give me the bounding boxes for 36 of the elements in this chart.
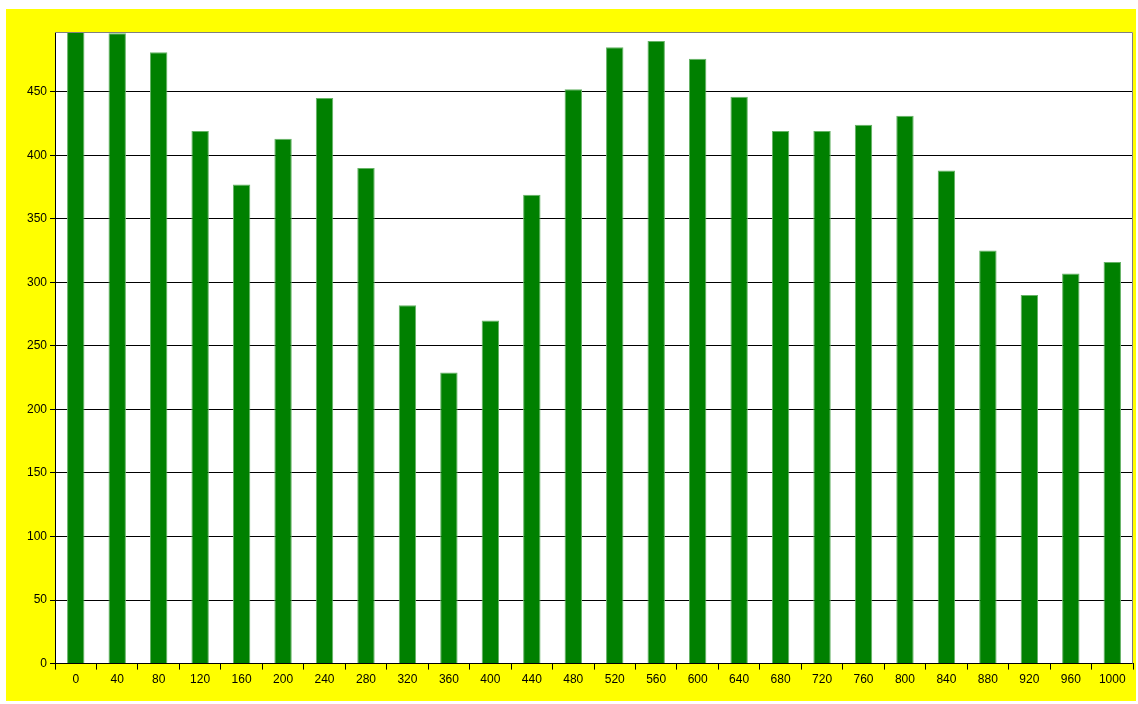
x-tick-label: 880 bbox=[977, 672, 999, 687]
y-tick-label: 100 bbox=[26, 528, 48, 543]
x-tick-label: 640 bbox=[729, 672, 750, 687]
y-tick-label: 300 bbox=[26, 274, 48, 289]
x-tick-label: 200 bbox=[273, 672, 294, 687]
x-tick-label: 760 bbox=[853, 672, 874, 687]
y-tick-label: 200 bbox=[26, 401, 48, 416]
x-tick-label: 0 bbox=[72, 672, 80, 687]
y-tick-label: 250 bbox=[26, 338, 48, 353]
x-tick-label: 960 bbox=[1060, 672, 1082, 687]
y-tick-label: 450 bbox=[26, 84, 48, 99]
x-tick-label: 440 bbox=[521, 672, 543, 687]
x-tick-label: 120 bbox=[190, 672, 211, 687]
x-tick-label: 160 bbox=[231, 672, 252, 687]
x-tick-label: 840 bbox=[936, 672, 957, 687]
x-tick-label: 520 bbox=[604, 672, 626, 687]
x-tick-label: 560 bbox=[646, 672, 667, 687]
x-tick-label: 480 bbox=[563, 672, 584, 687]
y-tick-label: 400 bbox=[26, 147, 48, 162]
x-tick-label: 800 bbox=[894, 672, 916, 687]
y-tick-label: 350 bbox=[26, 211, 48, 226]
x-tick-label: 360 bbox=[438, 672, 460, 687]
x-tick-label: 920 bbox=[1019, 672, 1040, 687]
y-tick-label: 150 bbox=[26, 465, 48, 480]
x-tick-label: 80 bbox=[151, 672, 166, 687]
x-tick-label: 240 bbox=[314, 672, 335, 687]
x-tick-label: 320 bbox=[397, 672, 418, 687]
x-tick-label: 720 bbox=[812, 672, 833, 687]
y-tick-label: 50 bbox=[33, 592, 48, 607]
x-tick-label: 600 bbox=[687, 672, 708, 687]
x-tick-label: 1000 bbox=[1098, 672, 1126, 687]
x-tick-label: 280 bbox=[355, 672, 377, 687]
x-tick-label: 40 bbox=[110, 672, 125, 687]
y-tick-label: 0 bbox=[40, 655, 48, 670]
x-tick-label: 680 bbox=[770, 672, 791, 687]
x-tick-label: 400 bbox=[480, 672, 501, 687]
